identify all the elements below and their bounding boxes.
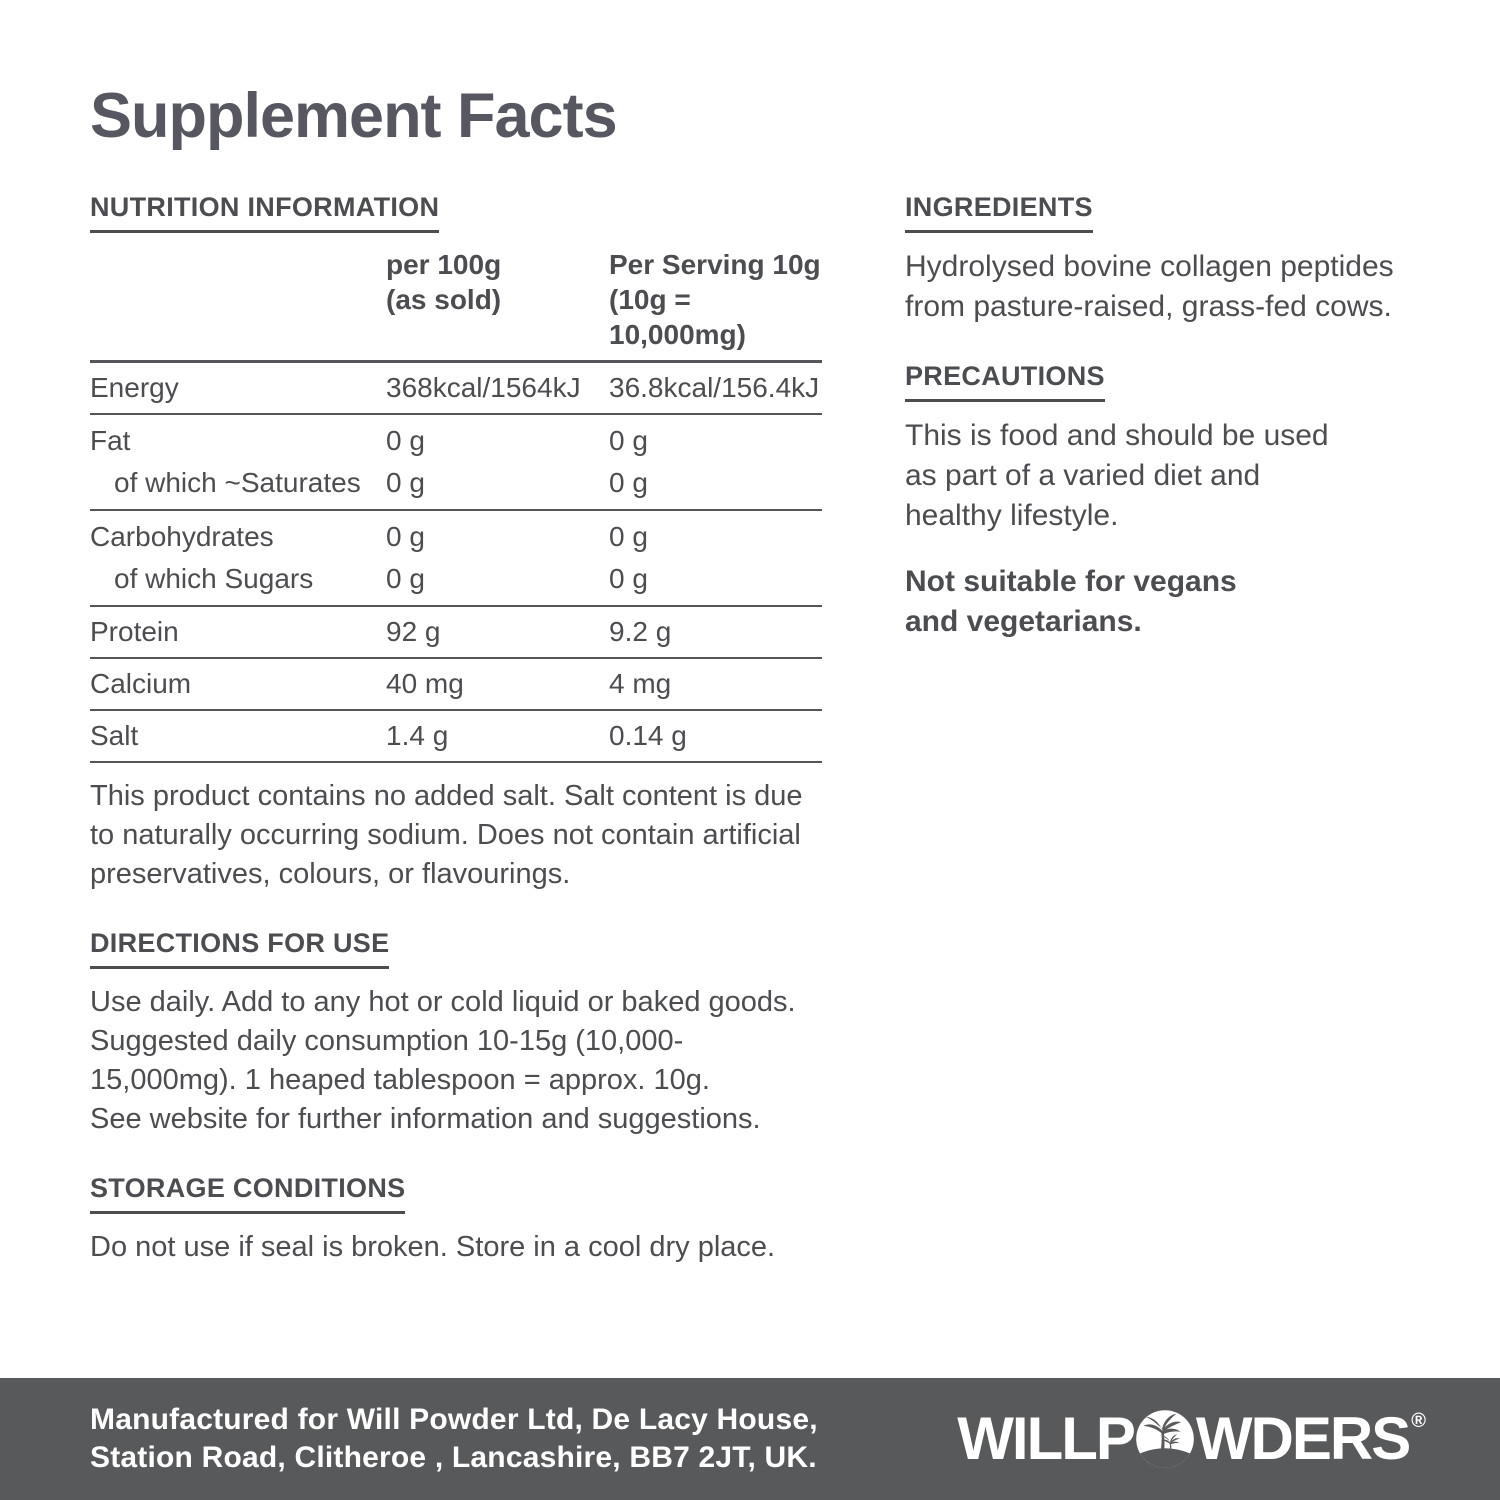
- row-serving: 0 g: [609, 563, 648, 594]
- table-row-group: Carbohydrates 0 g 0 g of which Sugars 0 …: [90, 511, 822, 607]
- row-serving: 0 g: [609, 521, 648, 552]
- row-label: Protein: [90, 616, 179, 647]
- table-row: Calcium 40 mg 4 mg: [90, 659, 822, 711]
- storage-text: Do not use if seal is broken. Store in a…: [90, 1231, 776, 1263]
- row-label: Carbohydrates: [90, 521, 274, 552]
- table-row: Salt 1.4 g 0.14 g: [90, 711, 822, 763]
- ingredients-text: Hydrolysed bovine collagen peptides from …: [905, 250, 1394, 323]
- row-label: Fat: [90, 425, 131, 456]
- row-per100: 40 mg: [386, 668, 464, 699]
- storage-section: STORAGE CONDITIONS Do not use if seal is…: [90, 1173, 822, 1267]
- table-subrow: of which ~Saturates 0 g 0 g: [90, 462, 822, 504]
- row-per100: 368kcal/1564kJ: [386, 372, 581, 403]
- directions-text: Use daily. Add to any hot or cold liquid…: [90, 986, 796, 1135]
- precautions-section: PRECAUTIONS This is food and should be u…: [905, 361, 1410, 642]
- ingredients-heading: INGREDIENTS: [905, 192, 1093, 233]
- palm-trees-icon: [1136, 1410, 1194, 1468]
- table-row: Fat 0 g 0 g: [90, 420, 822, 462]
- header-serving: Per Serving 10g (10g = 10,000mg): [609, 249, 821, 350]
- table-subrow: of which Sugars 0 g 0 g: [90, 558, 822, 600]
- right-column: INGREDIENTS Hydrolysed bovine collagen p…: [905, 192, 1410, 1267]
- table-row-group: Fat 0 g 0 g of which ~Saturates 0 g 0 g: [90, 415, 822, 511]
- storage-heading: STORAGE CONDITIONS: [90, 1173, 406, 1214]
- table-row: Carbohydrates 0 g 0 g: [90, 516, 822, 558]
- header-per100: per 100g (as sold): [386, 249, 502, 315]
- directions-heading: DIRECTIONS FOR USE: [90, 928, 390, 969]
- precautions-heading: PRECAUTIONS: [905, 361, 1105, 402]
- left-column: NUTRITION INFORMATION per 100g (as sold) …: [90, 192, 822, 1267]
- two-column-layout: NUTRITION INFORMATION per 100g (as sold) …: [90, 192, 1500, 1267]
- table-header-row: per 100g (as sold) Per Serving 10g (10g = …: [90, 243, 822, 363]
- brand-logo: WILLP: [957, 1405, 1426, 1472]
- row-serving: 0.14 g: [609, 720, 687, 751]
- row-label: Salt: [90, 720, 139, 751]
- row-label: of which Sugars: [114, 563, 314, 594]
- row-serving: 36.8kcal/156.4kJ: [609, 372, 820, 403]
- header-empty-cell: [90, 247, 386, 352]
- label-page: Supplement Facts NUTRITION INFORMATION p…: [90, 81, 1500, 1267]
- row-serving: 4 mg: [609, 668, 672, 699]
- ingredients-section: INGREDIENTS Hydrolysed bovine collagen p…: [905, 192, 1410, 327]
- row-per100: 0 g: [386, 467, 425, 498]
- row-per100: 0 g: [386, 521, 425, 552]
- nutrition-table: per 100g (as sold) Per Serving 10g (10g = …: [90, 243, 822, 763]
- row-serving: 0 g: [609, 467, 648, 498]
- row-label: Energy: [90, 372, 179, 403]
- brand-text-post: WDERS: [1195, 1405, 1411, 1472]
- row-serving: 0 g: [609, 425, 648, 456]
- table-row: Energy 368kcal/1564kJ 36.8kcal/156.4kJ: [90, 363, 822, 415]
- row-per100: 92 g: [386, 616, 441, 647]
- row-per100: 1.4 g: [386, 720, 449, 751]
- footer-bar: Manufactured for Will Powder Ltd, De Lac…: [0, 1378, 1500, 1500]
- manufacturer-address: Manufactured for Will Powder Ltd, De Lac…: [90, 1403, 818, 1474]
- row-label: of which ~Saturates: [114, 467, 361, 498]
- directions-section: DIRECTIONS FOR USE Use daily. Add to any…: [90, 928, 822, 1139]
- vegan-warning-text: Not suitable for vegans and vegetarians.: [905, 565, 1237, 638]
- row-per100: 0 g: [386, 563, 425, 594]
- registered-trademark-icon: ®: [1411, 1409, 1426, 1432]
- row-per100: 0 g: [386, 425, 425, 456]
- salt-note-paragraph: This product contains no added salt. Sal…: [90, 780, 803, 890]
- row-label: Calcium: [90, 668, 192, 699]
- table-row: Protein 92 g 9.2 g: [90, 607, 822, 659]
- nutrition-heading: NUTRITION INFORMATION: [90, 192, 440, 233]
- page-title: Supplement Facts: [90, 81, 618, 151]
- precautions-text: This is food and should be used as part o…: [905, 419, 1329, 532]
- brand-text-pre: WILLP: [957, 1405, 1136, 1472]
- row-serving: 9.2 g: [609, 616, 672, 647]
